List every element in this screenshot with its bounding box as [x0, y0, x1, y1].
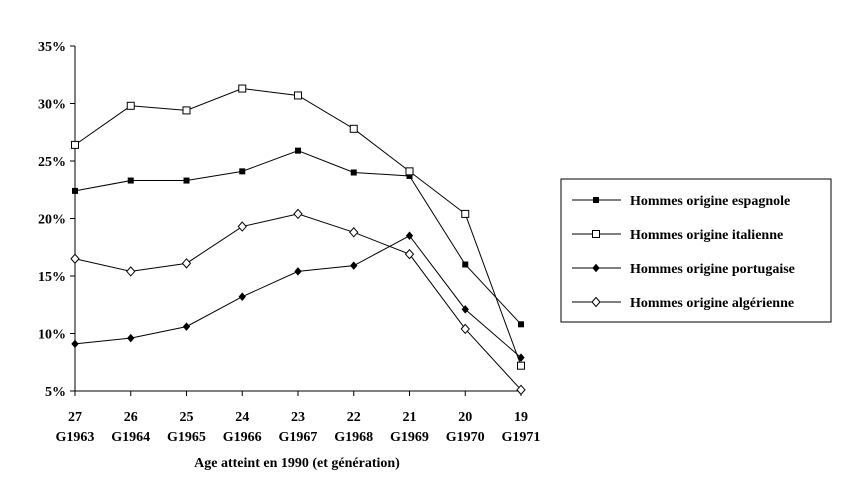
- data-point: [349, 227, 359, 238]
- legend-label: Hommes origine portugaise: [630, 262, 795, 277]
- data-point: [71, 140, 79, 149]
- data-point: [71, 339, 79, 349]
- data-point: [72, 187, 78, 194]
- x-tick-label-age: 19: [514, 410, 528, 425]
- x-tick-label-generation: G1969: [390, 430, 429, 445]
- y-tick-label: 25%: [38, 155, 66, 170]
- x-tick-label-age: 25: [180, 410, 194, 425]
- data-point: [517, 361, 525, 370]
- x-axis-title: Age atteint en 1990 (et génération): [194, 456, 400, 471]
- x-tick-label-generation: G1967: [279, 430, 318, 445]
- data-point: [238, 292, 246, 301]
- data-point: [516, 384, 526, 396]
- legend-item: Hommes origine algérienne: [572, 296, 794, 311]
- data-point: [127, 177, 134, 184]
- data-point: [405, 231, 414, 241]
- legend-item: Hommes origine espagnole: [572, 194, 790, 209]
- data-point: [238, 84, 247, 93]
- legend-label: Hommes origine espagnole: [630, 194, 790, 209]
- x-tick-label-age: 23: [291, 410, 305, 425]
- data-point: [182, 106, 191, 115]
- data-point: [461, 209, 470, 218]
- legend-box: [560, 178, 832, 323]
- data-point: [237, 221, 247, 232]
- x-tick-label-generation: G1970: [446, 430, 485, 445]
- series-line: [74, 88, 522, 366]
- legend-item: Hommes origine italienne: [572, 228, 783, 243]
- data-point: [349, 124, 358, 133]
- y-tick-label: 30%: [38, 98, 66, 113]
- y-tick-label: 10%: [38, 328, 66, 343]
- series-line: [74, 150, 522, 325]
- data-point: [126, 101, 135, 110]
- series-2: [71, 84, 525, 370]
- x-tick-label-age: 20: [458, 410, 472, 425]
- data-point: [462, 261, 469, 268]
- x-tick-label-generation: G1968: [334, 430, 373, 445]
- data-point: [350, 169, 357, 176]
- data-point: [70, 253, 80, 265]
- y-tick-label: 20%: [38, 213, 66, 228]
- x-tick-label-age: 27: [68, 410, 82, 425]
- data-point: [461, 305, 469, 314]
- data-point: [518, 321, 524, 328]
- x-tick-label-age: 21: [403, 410, 417, 425]
- data-point: [293, 208, 303, 220]
- series-line: [74, 213, 522, 391]
- legend-label: Hommes origine algérienne: [630, 296, 794, 311]
- data-point: [239, 168, 246, 175]
- data-point: [126, 266, 136, 277]
- data-point: [181, 258, 192, 269]
- y-axis: 35% 30% 25% 20% 15% 10% 5%: [38, 40, 76, 400]
- x-tick-label-age: 22: [347, 410, 361, 425]
- data-point: [294, 267, 302, 276]
- x-tick-label-age: 26: [124, 410, 138, 425]
- data-point: [183, 177, 190, 184]
- data-point: [295, 147, 301, 154]
- x-axis: 27 G1963 26 G1964 25 G1965 24 G1966 23 G1967 22 G19…: [56, 390, 541, 445]
- legend-item: Hommes origine portugaise: [572, 262, 795, 277]
- y-tick-label: 35%: [38, 40, 66, 55]
- x-tick-label-generation: G1965: [167, 430, 206, 445]
- plot-area: [70, 84, 526, 396]
- data-point: [404, 248, 415, 260]
- data-point: [405, 167, 414, 176]
- x-tick-label-generation: G1971: [502, 430, 541, 445]
- data-point: [460, 323, 470, 335]
- series-line: [74, 235, 522, 359]
- data-point: [182, 322, 191, 331]
- x-tick-label-age: 24: [235, 410, 249, 425]
- legend: Hommes origine espagnole Hommes origine i…: [560, 178, 832, 323]
- data-point: [294, 91, 302, 100]
- data-point: [127, 333, 135, 343]
- legend-label: Hommes origine italienne: [630, 228, 783, 243]
- series-4: [70, 208, 526, 396]
- legend-marker: [592, 263, 600, 273]
- x-tick-label-generation: G1966: [223, 430, 262, 445]
- y-tick-label: 15%: [38, 270, 66, 285]
- x-tick-label-generation: G1963: [56, 430, 95, 445]
- x-tick-label-generation: G1964: [111, 430, 150, 445]
- legend-marker: [591, 296, 601, 308]
- y-tick-label: 5%: [45, 385, 66, 400]
- legend-marker: [592, 230, 600, 238]
- series-3: [71, 231, 525, 362]
- legend-marker: [593, 197, 599, 203]
- data-point: [517, 353, 525, 362]
- data-point: [350, 261, 358, 270]
- series-1: [72, 147, 524, 328]
